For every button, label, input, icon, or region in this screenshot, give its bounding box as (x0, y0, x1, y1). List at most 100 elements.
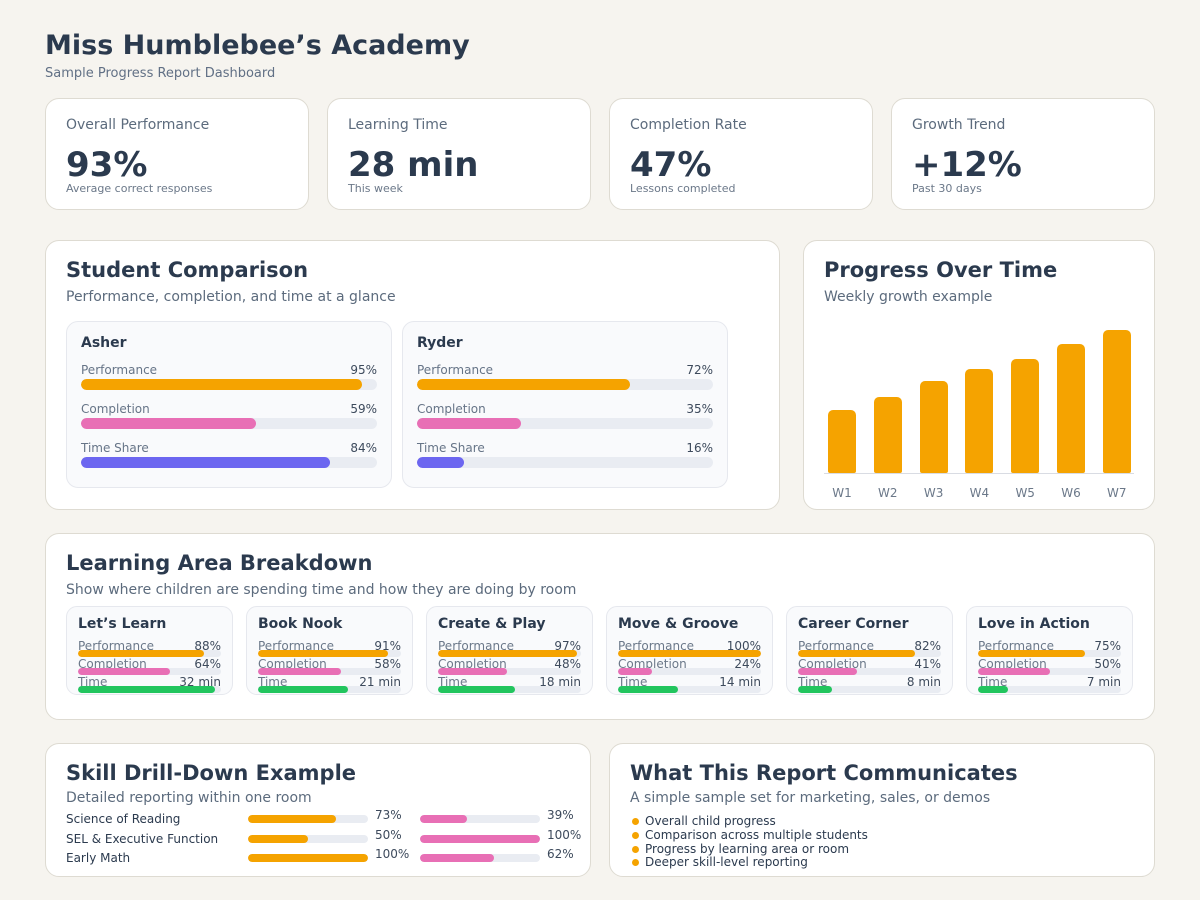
area-metric-row: Completion 41% (798, 658, 941, 676)
metric-label: Completion (417, 402, 486, 416)
bullet-dot (632, 859, 639, 867)
area-metric-value: 8 min (906, 675, 941, 689)
section-title: Learning Area Breakdown (66, 551, 373, 575)
area-metric-row: Performance 97% (438, 640, 581, 658)
progress-track (81, 379, 377, 390)
kpi-card-learning-time: Learning Time 28 min This week (327, 98, 591, 210)
section-subtitle: Detailed reporting within one room (66, 790, 312, 806)
page-title: Miss Humblebee’s Academy (45, 30, 470, 61)
area-metric-value: 32 min (179, 675, 221, 689)
area-metric-row: Completion 48% (438, 658, 581, 676)
section-title: Progress Over Time (824, 258, 1058, 282)
kpi-value: 28 min (348, 145, 479, 185)
chart-bar (873, 397, 902, 473)
area-metric-row: Time 14 min (618, 676, 761, 694)
chart-bar (828, 410, 856, 473)
progress-track (978, 668, 1121, 675)
progress-track (420, 854, 540, 862)
area-metric-row: Completion 58% (258, 658, 401, 676)
section-title: Student Comparison (66, 258, 309, 282)
area-metric-row: Time 8 min (798, 676, 941, 694)
area-name: Create & Play (438, 616, 546, 632)
area-metric-label: Performance (438, 639, 515, 653)
x-tick-label: W1 (832, 486, 852, 500)
progress-fill (81, 457, 330, 468)
section-subtitle: Performance, completion, and time at a g… (66, 289, 396, 305)
area-metric-value: 82% (914, 639, 941, 653)
area-metric-row: Performance 75% (978, 640, 1121, 658)
chart-bar (1011, 358, 1040, 473)
progress-track (417, 457, 713, 468)
progress-track (78, 668, 221, 675)
area-metric-value: 91% (374, 639, 401, 653)
area-metric-row: Completion 64% (78, 658, 221, 676)
progress-fill (417, 418, 521, 429)
progress-fill (978, 668, 1050, 675)
chart-baseline (824, 473, 1134, 474)
bullet-dot (632, 831, 639, 839)
area-metric-value: 97% (554, 639, 581, 653)
student-comparison-panel: Student Comparison Performance, completi… (45, 240, 780, 510)
bullet-item: Progress by learning area or room (645, 841, 850, 856)
page-subtitle: Sample Progress Report Dashboard (45, 66, 276, 81)
metric-row: Completion 59% (81, 402, 377, 432)
progress-fill (81, 379, 363, 390)
progress-fill (78, 668, 170, 675)
area-metric-label: Performance (798, 639, 875, 653)
metric-row: Performance 72% (417, 363, 713, 393)
section-subtitle: A simple sample set for marketing, sales… (630, 790, 991, 806)
kpi-value: +12% (912, 145, 1022, 185)
skill-value: 62% (547, 847, 574, 861)
progress-fill (420, 854, 495, 862)
chart-bar (1057, 344, 1085, 473)
chart-bar (965, 368, 994, 473)
metric-label: Performance (417, 363, 494, 377)
skill-label: SEL & Executive Function (66, 831, 219, 846)
area-metric-row: Time 18 min (438, 676, 581, 694)
progress-fill (420, 815, 467, 823)
kpi-label: Completion Rate (630, 117, 747, 133)
x-tick-label: W3 (923, 486, 944, 500)
chart-bar (919, 381, 948, 473)
kpi-label: Overall Performance (66, 117, 210, 133)
area-name: Let’s Learn (78, 616, 167, 632)
progress-fill (248, 854, 368, 862)
progress-track (78, 650, 221, 657)
area-metric-label: Performance (978, 639, 1055, 653)
skill-value: 50% (375, 827, 402, 842)
area-metric-value: 64% (194, 657, 221, 671)
area-metric-label: Time (78, 675, 108, 689)
progress-fill (81, 418, 256, 429)
area-metric-row: Performance 82% (798, 640, 941, 658)
progress-track (248, 834, 368, 843)
skill-value: 100% (375, 847, 410, 861)
learning-area-card: Let’s Learn Performance 88% Completion 64% Ti… (66, 606, 233, 695)
progress-track (798, 686, 941, 693)
x-tick-label: W6 (1061, 486, 1081, 500)
area-metric-row: Performance 88% (78, 640, 221, 658)
student-name: Ryder (417, 335, 463, 351)
metric-row: Time Share 84% (81, 441, 377, 471)
skill-value: 100% (547, 827, 582, 842)
progress-track (978, 650, 1121, 657)
progress-track (78, 686, 221, 693)
student-name: Asher (81, 335, 127, 351)
area-metric-value: 75% (1094, 639, 1121, 653)
area-metric-label: Completion (798, 657, 867, 671)
x-tick-label: W7 (1107, 486, 1127, 500)
progress-fill (438, 686, 516, 693)
progress-fill (978, 686, 1009, 693)
area-metric-value: 88% (194, 639, 221, 653)
kpi-note: Average correct responses (66, 182, 213, 195)
kpi-value: 47% (630, 145, 712, 185)
skill-label: Science of Reading (66, 812, 181, 826)
area-name: Book Nook (258, 616, 343, 632)
metric-value: 35% (686, 402, 713, 416)
learning-area-card: Book Nook Performance 91% Completion 58% Time… (246, 606, 413, 695)
area-metric-label: Time (438, 675, 468, 689)
area-metric-row: Performance 91% (258, 640, 401, 658)
progress-track (798, 650, 941, 657)
progress-fill (420, 834, 540, 843)
progress-fill (78, 650, 204, 657)
area-metric-label: Completion (978, 657, 1047, 671)
